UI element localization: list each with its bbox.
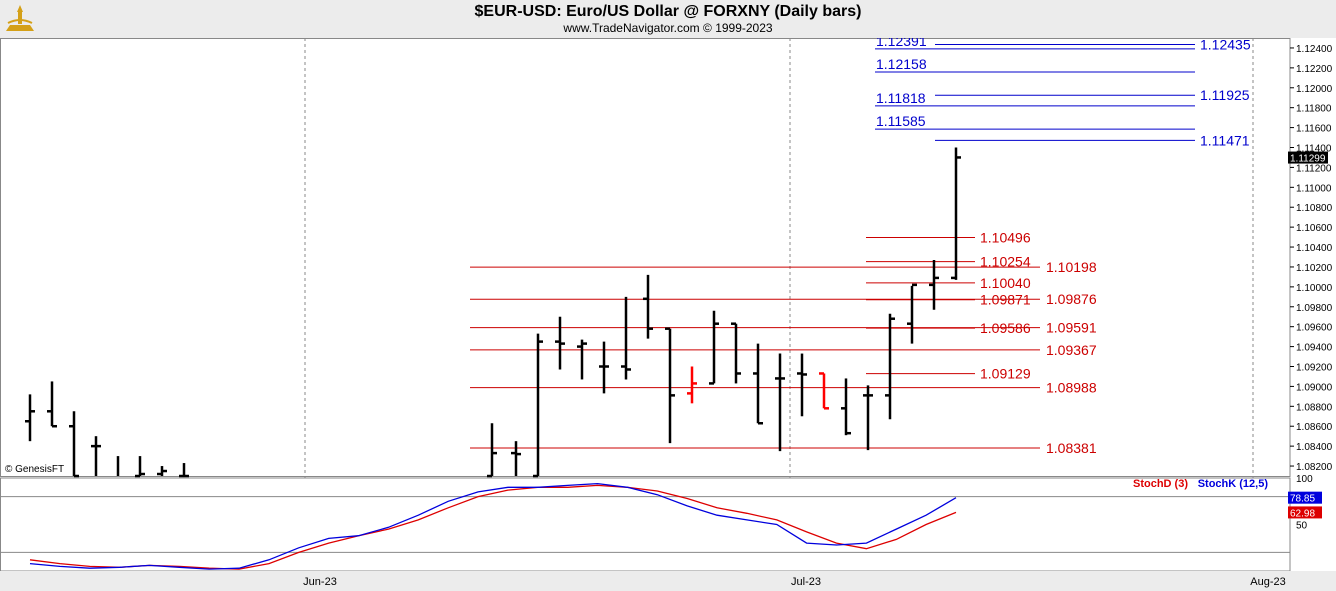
level-label: 1.08988 [1046,380,1097,396]
last-price-badge [1288,151,1328,164]
level-label: 1.09876 [1046,291,1097,307]
stoch-plot-frame [0,477,1291,572]
y-tick-label: 1.08800 [1296,402,1333,413]
y-tick-label: 1.09400 [1296,343,1333,354]
stoch-series-line [29,484,957,570]
y-tick-label: 1.09000 [1296,382,1333,393]
level-label: 1.12158 [876,56,927,72]
y-tick-label: 1.10400 [1296,243,1333,254]
level-label: 1.12391 [876,38,927,49]
y-tick-label: 1.09800 [1296,303,1333,314]
stochD-value-badge [1288,506,1322,519]
level-label: 1.10496 [980,229,1031,245]
chart-area: 1.12400 1.12200 1.12000 1.11800 1.11600 1.114… [0,38,1336,591]
y-tick-label: 1.10000 [1296,283,1333,294]
chart-title: $EUR-USD: Euro/US Dollar @ FORXNY (Daily… [474,3,862,20]
x-tick-label: Jun-23 [303,576,337,588]
stoch-series-line [29,482,957,570]
level-label: 1.11585 [876,113,926,129]
level-label: 1.11818 [876,90,926,106]
level-label: 1.11925 [1200,87,1250,103]
stochD-legend: StochD (3) [1133,478,1188,490]
y-tick-label: 1.08600 [1296,422,1333,433]
y-tick-label: 1.12200 [1296,64,1333,75]
y-tick-label: 1.10600 [1296,223,1333,234]
level-label: 1.09129 [980,366,1031,382]
y-tick-label: 1.11800 [1296,104,1332,115]
level-label: 1.10040 [980,275,1031,291]
stochD-value-label: 62.98 [1290,508,1315,519]
y-tick-label: 1.09600 [1296,323,1333,334]
chart-header: $EUR-USD: Euro/US Dollar @ FORXNY (Daily… [0,0,1336,38]
y-tick-label: 1.12400 [1296,44,1333,55]
level-label: 1.10254 [980,254,1031,270]
level-label: 1.09367 [1046,342,1097,358]
y-tick-label: 1.11200 [1296,163,1332,174]
stochK-value-label: 78.85 [1290,494,1315,505]
chart-subtitle: www.TradeNavigator.com © 1999-2023 [563,21,773,35]
last-price-label: 1.11299 [1290,154,1326,165]
x-axis-bar [0,571,1336,591]
y-tick-label: 1.11400 [1296,144,1332,155]
watermark-text: © GenesisFT [5,464,64,475]
main-plot-frame [0,38,1291,477]
level-label: 1.12435 [1200,38,1251,52]
stochK-value-badge [1288,491,1322,504]
x-tick-label: Aug-23 [1250,576,1285,588]
stoch-y-tick-label: 50 [1296,521,1308,532]
y-tick-label: 1.08200 [1296,462,1333,473]
y-tick-label: 1.08400 [1296,442,1333,453]
stoch-y-tick-label: 100 [1296,474,1313,485]
y-tick-label: 1.11000 [1296,183,1332,194]
y-tick-label: 1.09200 [1296,363,1333,374]
y-tick-label: 1.10800 [1296,203,1333,214]
stochK-legend: StochK (12,5) [1198,478,1269,490]
y-tick-label: 1.12000 [1296,84,1333,95]
x-tick-label: Jul-23 [791,576,821,588]
level-label: 1.08381 [1046,440,1097,456]
level-label: 1.11471 [1200,132,1250,148]
y-tick-label: 1.10200 [1296,263,1333,274]
genesis-tower-logo-icon [6,5,34,31]
level-label: 1.09591 [1046,320,1097,336]
y-tick-label: 1.11600 [1296,124,1332,135]
level-label: 1.10198 [1046,259,1097,275]
